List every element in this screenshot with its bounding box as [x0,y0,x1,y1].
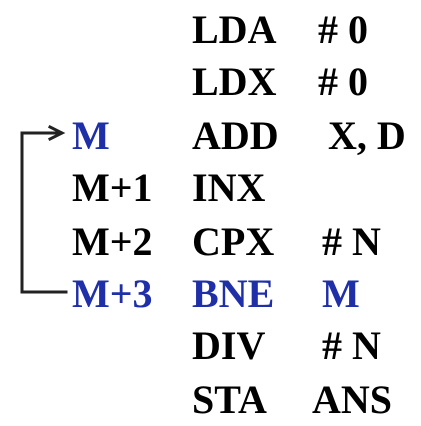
instruction-row-add: M ADD X, D [0,116,421,170]
row-operand: # N [322,219,381,264]
instruction-row-bne: M+3 BNE M [0,274,421,328]
instruction-row-inx: M+1 INX [0,168,421,222]
instruction-row-cpx: M+2 CPX # N [0,222,421,276]
loop-target-address: M [72,113,110,158]
loop-branch-address: M+3 [72,271,153,316]
row-address: M+2 [72,219,153,264]
row-address: M+1 [72,165,153,210]
instruction-row-sta: STA ANS [0,380,421,426]
row-operand: X, D [328,113,406,158]
instruction-row-div: DIV # N [0,326,421,380]
row-operand: # N [322,323,381,368]
loop-arrow-head-icon [47,124,66,142]
instruction-row-ldx: LDX # 0 [0,62,421,116]
instruction-row-lda: LDA # 0 [0,10,421,64]
row-operand: # 0 [318,59,368,104]
row-opcode: STA [192,377,267,422]
branch-opcode: BNE [192,271,275,316]
row-opcode: CPX [192,219,275,264]
loop-arrow-line [20,131,68,294]
row-opcode: LDA [192,7,277,52]
branch-target-operand: M [322,271,360,316]
row-operand: # 0 [318,7,368,52]
row-opcode: DIV [192,323,266,368]
row-opcode: INX [192,165,266,210]
row-opcode: ADD [192,113,279,158]
row-opcode: LDX [192,59,277,104]
row-operand: ANS [312,377,393,422]
